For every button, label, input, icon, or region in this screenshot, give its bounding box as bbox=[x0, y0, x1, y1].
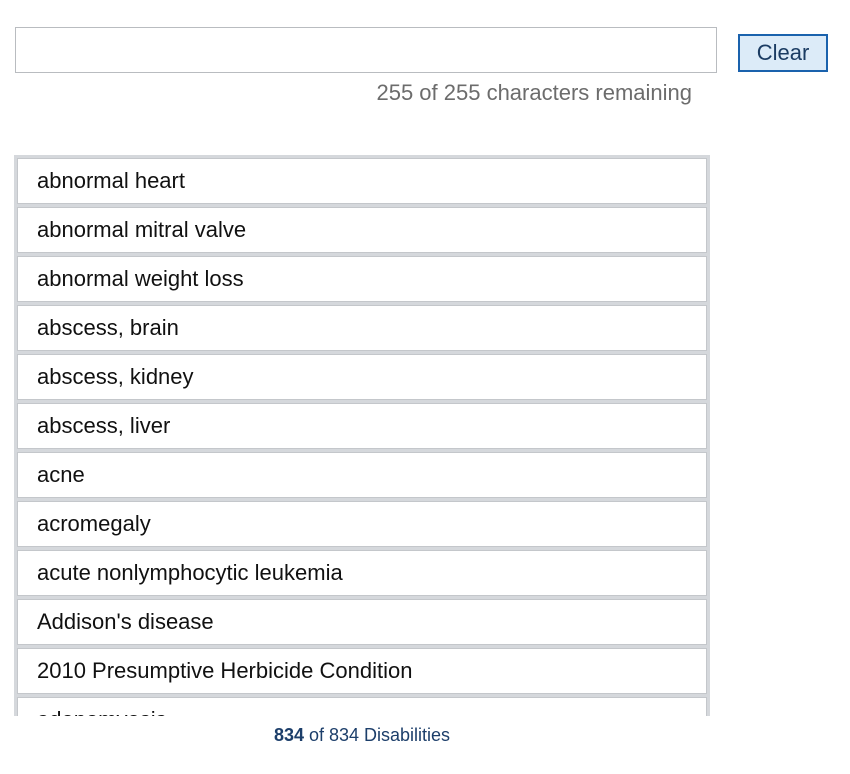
result-count: 834 of 834 Disabilities bbox=[14, 725, 710, 746]
list-item[interactable]: acne bbox=[17, 452, 707, 498]
list-item[interactable]: abscess, liver bbox=[17, 403, 707, 449]
list-item[interactable]: abscess, kidney bbox=[17, 354, 707, 400]
list-item[interactable]: abnormal heart bbox=[17, 158, 707, 204]
result-count-total: of 834 Disabilities bbox=[303, 725, 451, 745]
result-count-shown: 834 bbox=[273, 725, 304, 745]
character-counter: 255 of 255 characters remaining bbox=[376, 80, 692, 105]
list-item[interactable]: abnormal weight loss bbox=[17, 256, 707, 302]
list-item[interactable]: acromegaly bbox=[17, 501, 707, 547]
search-input[interactable] bbox=[15, 27, 717, 73]
list-item[interactable]: adenomyosis bbox=[17, 697, 707, 716]
list-item[interactable]: Addison's disease bbox=[17, 599, 707, 645]
list-item[interactable]: abscess, brain bbox=[17, 305, 707, 351]
clear-button[interactable]: Clear bbox=[738, 34, 828, 72]
list-item[interactable]: abnormal mitral valve bbox=[17, 207, 707, 253]
results-list[interactable]: abnormal heart abnormal mitral valve abn… bbox=[14, 155, 710, 716]
list-item[interactable]: acute nonlymphocytic leukemia bbox=[17, 550, 707, 596]
list-item[interactable]: 2010 Presumptive Herbicide Condition bbox=[17, 648, 707, 694]
